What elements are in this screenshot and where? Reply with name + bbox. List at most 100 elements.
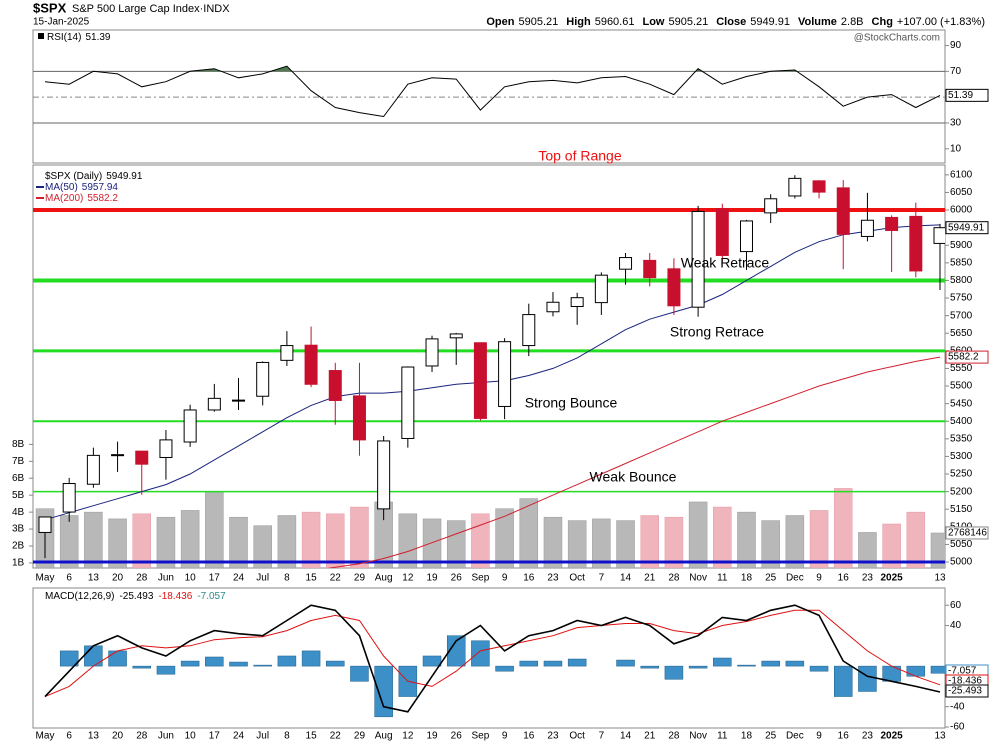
rsi-last-value: 51.39 bbox=[948, 90, 973, 101]
x-tick-label: 25 bbox=[765, 573, 777, 584]
index-name: S&P 500 Large Cap Index·INDX bbox=[72, 3, 230, 15]
volume-last-value: 2768146 bbox=[948, 528, 987, 539]
candle-body bbox=[812, 180, 826, 193]
volume-bar bbox=[59, 515, 79, 568]
volume-bar bbox=[301, 511, 321, 568]
x-tick-label: May bbox=[36, 573, 55, 584]
x-tick-label: Dec bbox=[786, 573, 804, 584]
x-tick-label: 20 bbox=[112, 731, 124, 742]
y-tick-label: 30 bbox=[950, 118, 962, 129]
volume-bar bbox=[471, 513, 490, 568]
volume-bar bbox=[253, 525, 272, 568]
candle-body bbox=[280, 345, 294, 361]
candle-body bbox=[643, 259, 657, 279]
rsi-last-value-box bbox=[945, 88, 989, 102]
quote-value: 5905.21 bbox=[668, 16, 708, 28]
x-tick-label: 18 bbox=[741, 573, 753, 584]
volume-bar bbox=[567, 520, 587, 568]
histogram-bar bbox=[277, 655, 297, 667]
x-tick-label: 18 bbox=[741, 731, 753, 742]
x-tick-label: 16 bbox=[523, 731, 535, 742]
x-tick-label: Nov bbox=[689, 573, 707, 584]
macd-panel bbox=[32, 587, 946, 729]
histogram-bar bbox=[640, 665, 659, 669]
volume-bar bbox=[616, 520, 635, 568]
x-tick-label: 11 bbox=[717, 731, 728, 742]
x-tick-label: 9 bbox=[502, 731, 508, 742]
legend-entry: MA(200) 5582.2 bbox=[45, 193, 118, 204]
legend-value: 5949.91 bbox=[106, 171, 143, 182]
histogram-bar bbox=[833, 665, 853, 697]
quote-label: Close bbox=[716, 16, 746, 28]
volume-bar bbox=[205, 491, 224, 568]
quote-label: Open bbox=[486, 16, 514, 28]
volume-bar bbox=[398, 513, 418, 568]
quote-label: Low bbox=[642, 16, 664, 28]
volume-bar bbox=[592, 518, 611, 568]
histogram-bar bbox=[785, 660, 805, 667]
macd-last-value: -7.057 bbox=[948, 666, 977, 677]
x-tick-label: 15 bbox=[306, 731, 318, 742]
histogram-bar bbox=[229, 661, 248, 667]
volume-tick-label: 4B bbox=[12, 507, 25, 518]
annotation: Strong Bounce bbox=[525, 395, 618, 411]
volume-last-value-box bbox=[945, 526, 989, 540]
candle-body bbox=[38, 516, 52, 533]
y-tick-label: 5550 bbox=[950, 363, 973, 374]
x-tick-label: 20 bbox=[112, 573, 124, 584]
candle-body bbox=[159, 439, 173, 458]
x-tick-label: 22 bbox=[330, 573, 342, 584]
legend-swatch bbox=[38, 33, 44, 39]
legend-value: -18.436 bbox=[158, 591, 192, 602]
legend-name: MA(50) bbox=[45, 182, 78, 193]
x-tick-label: 10 bbox=[185, 731, 197, 742]
y-tick-label: 6000 bbox=[950, 205, 973, 216]
histogram-bar bbox=[350, 665, 369, 682]
y-tick-label: -40 bbox=[950, 701, 965, 712]
volume-tick-label: 2B bbox=[12, 541, 25, 552]
candle-body bbox=[764, 198, 778, 214]
x-tick-label: 16 bbox=[838, 731, 850, 742]
histogram-bar bbox=[519, 660, 539, 667]
quote-value: 5960.61 bbox=[595, 16, 635, 28]
x-tick-label: 24 bbox=[233, 573, 245, 584]
y-tick-label: 5350 bbox=[950, 433, 973, 444]
volume-bar bbox=[350, 506, 369, 568]
histogram-bar bbox=[737, 664, 756, 667]
macd-last-value: -18.436 bbox=[948, 676, 982, 687]
quote-value: 5949.91 bbox=[750, 16, 790, 28]
legend-name: MA(200) bbox=[45, 193, 83, 204]
histogram-bar bbox=[688, 665, 708, 669]
candle-body bbox=[304, 344, 318, 385]
x-tick-label: 28 bbox=[136, 731, 148, 742]
volume-bar bbox=[930, 532, 945, 568]
volume-tick-label: 1B bbox=[12, 558, 25, 569]
x-tick-label: 13 bbox=[88, 731, 100, 742]
y-tick-label: 5250 bbox=[950, 469, 973, 480]
candle-body bbox=[860, 219, 874, 237]
y-tick-label: 40 bbox=[950, 620, 962, 631]
y-tick-label: 6050 bbox=[950, 187, 973, 198]
volume-bar bbox=[664, 516, 684, 568]
x-tick-label: 29 bbox=[354, 731, 366, 742]
x-tick-label: 23 bbox=[547, 731, 559, 742]
volume-tick-label: 6B bbox=[12, 473, 25, 484]
legend-entry: MA(50) 5957.94 bbox=[45, 182, 118, 193]
quote-label: High bbox=[566, 16, 591, 28]
histogram-bar bbox=[132, 665, 152, 669]
candle-body bbox=[836, 187, 850, 235]
x-tick-label: 2025 bbox=[880, 573, 903, 584]
histogram-bar bbox=[253, 664, 272, 667]
histogram-bar bbox=[156, 665, 176, 675]
candle-body bbox=[546, 301, 560, 313]
x-tick-label: 15 bbox=[306, 573, 318, 584]
y-tick-label: 5650 bbox=[950, 328, 973, 339]
candle-body bbox=[715, 208, 729, 256]
histogram-bar bbox=[495, 665, 514, 672]
volume-bar bbox=[833, 488, 853, 568]
candle-body bbox=[425, 338, 439, 367]
candle-body bbox=[328, 370, 342, 401]
x-tick-label: 19 bbox=[426, 573, 438, 584]
x-tick-label: 7 bbox=[599, 731, 605, 742]
macd-line bbox=[44, 609, 941, 698]
